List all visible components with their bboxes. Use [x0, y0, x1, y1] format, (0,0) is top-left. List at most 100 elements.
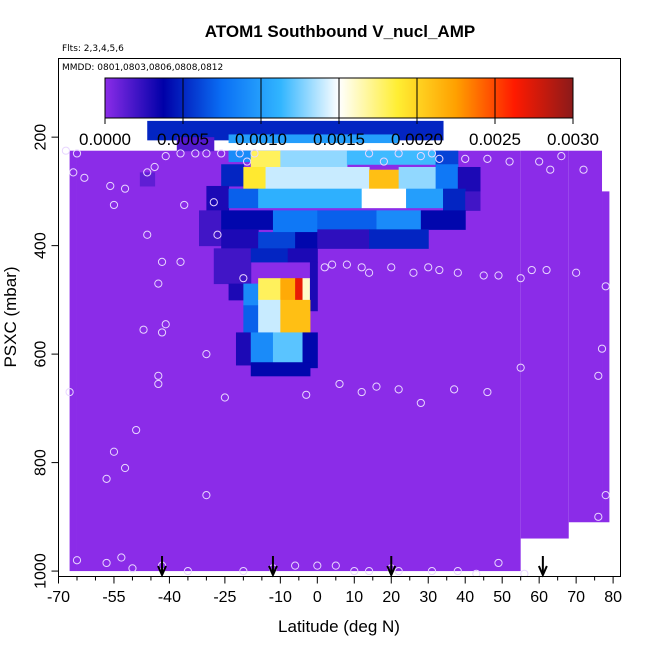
heatmap-cell — [302, 278, 311, 301]
sample-point — [161, 152, 170, 161]
colorbar-tick-label: 0.0025 — [469, 130, 521, 149]
background-region — [602, 191, 610, 523]
sample-point — [461, 154, 470, 163]
sample-point — [235, 149, 244, 158]
heatmap-cell — [258, 188, 363, 209]
heatmap-cell — [376, 210, 422, 230]
x-tick-label: 40 — [456, 589, 474, 606]
sample-point — [453, 566, 462, 576]
heatmap-cell — [265, 166, 370, 190]
heatmap-cell — [465, 191, 481, 211]
sample-point — [143, 230, 152, 239]
y-axis: 200 400 600 800 1000 — [33, 124, 59, 589]
sample-point — [328, 260, 337, 269]
sample-point — [505, 157, 514, 166]
x-tick-label: -55 — [102, 589, 125, 606]
arrow-head — [537, 565, 548, 578]
sample-point — [157, 328, 167, 337]
sample-point — [394, 385, 403, 394]
sample-point — [320, 263, 329, 272]
colorbar-tick-label: 0.0015 — [313, 130, 365, 149]
sample-point — [394, 566, 403, 576]
sample-point — [594, 512, 603, 521]
sample-point — [176, 257, 185, 267]
sample-point — [102, 474, 111, 483]
sample-point — [557, 152, 566, 161]
colorbar: 0.0000 0.0005 0.0010 0.0015 0.0020 0.0025 0.00… — [79, 77, 599, 149]
heatmap-cell — [228, 150, 252, 163]
sample-point — [453, 268, 462, 277]
x-tick-label: 10 — [345, 589, 363, 606]
heatmap-cell — [346, 150, 437, 165]
heatmap-cell — [295, 278, 304, 301]
sample-point — [69, 168, 78, 177]
heatmap-cell — [221, 210, 274, 230]
sample-point — [435, 265, 444, 275]
plot-frame — [58, 58, 621, 577]
sample-point — [483, 387, 492, 397]
x-axis: -70 -55 -40 -25 -10 0 10 20 30 40 50 60 70 80 — [47, 576, 622, 606]
sample-point — [350, 566, 359, 576]
heatmap-cell — [443, 188, 466, 211]
sample-point — [154, 379, 163, 389]
heatmap-cell — [420, 210, 466, 230]
sample-point — [572, 268, 581, 277]
sample-point — [120, 184, 130, 193]
heatmap-cell — [280, 278, 296, 301]
sample-point — [109, 447, 119, 456]
colorbar-tick-label: 0.0010 — [235, 130, 287, 149]
sample-point — [161, 320, 170, 329]
x-tick-label: 30 — [419, 589, 437, 606]
heatmap-cell — [435, 164, 459, 192]
sample-point — [472, 569, 481, 577]
sample-point — [435, 154, 444, 163]
sample-point — [183, 566, 193, 576]
sample-point — [239, 274, 248, 283]
heatmap-cell — [250, 150, 281, 168]
x-tick-label: -40 — [158, 589, 181, 606]
sample-point — [601, 282, 610, 291]
sample-point — [520, 569, 529, 577]
arrow-head — [268, 565, 278, 578]
sample-point — [132, 425, 141, 435]
sample-point — [357, 263, 366, 272]
sample-point — [427, 566, 437, 576]
sample-point — [139, 325, 148, 334]
heatmap-cell — [272, 210, 318, 233]
sample-point — [494, 558, 503, 568]
heatmap-cell — [361, 188, 407, 209]
flight-arrows — [157, 556, 548, 578]
sample-point — [61, 146, 70, 155]
heatmap-cell — [139, 172, 156, 187]
x-tick-label: 50 — [493, 589, 511, 606]
heatmap-cell — [272, 332, 304, 363]
heatmap-cell — [317, 229, 370, 249]
heatmap-cell — [221, 229, 259, 249]
heatmap-cell — [176, 137, 215, 152]
heatmap-cell — [258, 299, 281, 333]
sample-point — [220, 393, 229, 402]
heatmap-cell — [250, 362, 311, 377]
sample-point — [117, 553, 126, 562]
sample-point — [546, 165, 555, 174]
x-tick-label: -25 — [213, 589, 236, 606]
x-axis-label: Latitude (deg N) — [278, 617, 400, 636]
y-tick-label: 600 — [33, 341, 50, 368]
sample-point — [387, 263, 396, 272]
sample-point — [313, 561, 322, 570]
y-tick-label: 200 — [33, 124, 50, 151]
sample-point — [331, 561, 340, 570]
sample-point — [494, 271, 503, 280]
sample-point — [239, 566, 248, 576]
sample-point — [154, 279, 163, 288]
background-region — [568, 150, 603, 523]
y-tick-label: 1000 — [33, 553, 50, 589]
sample-point — [191, 149, 200, 158]
sample-point — [202, 491, 211, 500]
sample-point — [516, 363, 525, 372]
sample-point — [72, 149, 82, 158]
sample-point — [372, 382, 381, 391]
arrow-head — [386, 565, 397, 578]
sample-point — [542, 265, 551, 275]
y-axis-label: PSXC (mbar) — [1, 266, 20, 367]
